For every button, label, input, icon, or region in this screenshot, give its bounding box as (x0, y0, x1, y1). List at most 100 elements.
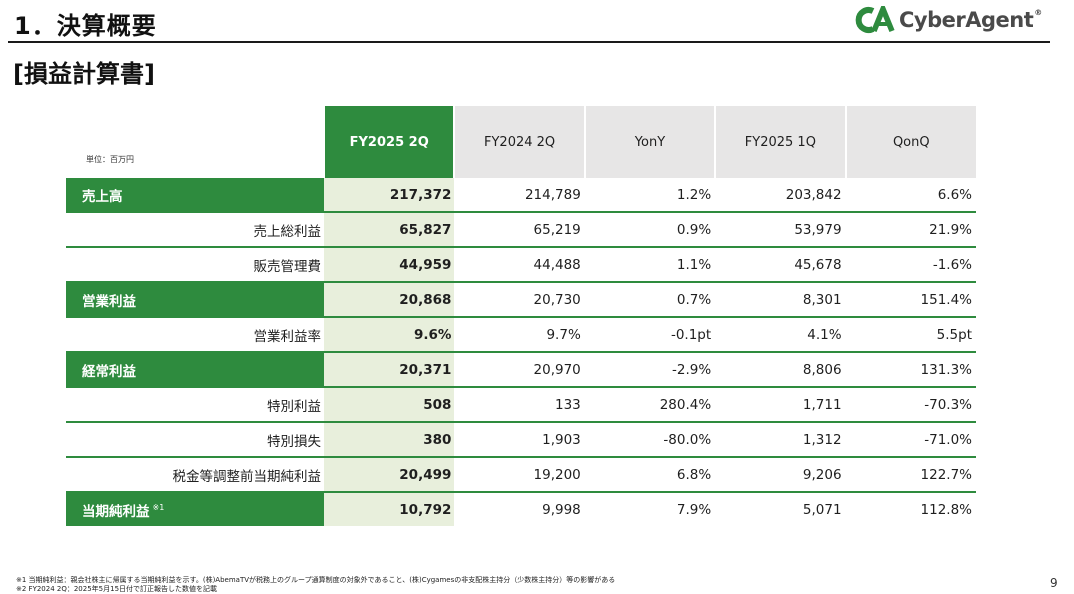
row-label: 営業利益率 (66, 317, 324, 353)
row-label: 税金等調整前当期純利益 (66, 457, 324, 493)
row-label: 特別損失 (66, 422, 324, 458)
cell-current: 44,959 (324, 247, 455, 283)
table-cell: 9,998 (542, 501, 581, 518)
row-label: 特別利益 (66, 387, 324, 423)
table-row: 経常利益 20,371 20,970 -2.9% 8,806 131.3% (66, 352, 976, 388)
row-label-text: 営業利益率 (253, 328, 322, 345)
cell-current: 20,868 (324, 282, 455, 318)
cell-current: 508 (324, 387, 455, 423)
title-divider (8, 41, 1050, 43)
row-label: 販売管理費 (66, 247, 324, 283)
table-cell: -0.1pt (584, 317, 716, 353)
row-label-text: 販売管理費 (253, 258, 322, 275)
footnote: ※1 当期純利益：親会社株主に帰属する当期純利益を示す。(株)AbemaTVが税… (16, 576, 616, 584)
table-row: 営業利益率 9.6% 9.7% -0.1pt 4.1% 5.5pt (66, 317, 976, 353)
row-label: 営業利益 (66, 282, 324, 318)
unit-label: 単位：百万円 (66, 106, 324, 178)
row-label-text: 税金等調整前当期純利益 (172, 468, 322, 485)
table-cell: 45,678 (715, 247, 846, 283)
table-cell: 9,206 (715, 457, 846, 493)
table-cell: 20,730 (454, 282, 585, 318)
section-subtitle: [損益計算書] (13, 60, 155, 88)
row-label-text: 当期純利益 (82, 503, 150, 520)
column-header: FY2025 1Q (714, 106, 846, 178)
row-label: 売上高 (66, 178, 324, 213)
table-cell: -70.3% (845, 387, 976, 423)
footnote: ※2 FY2024 2Q：2025年5月15日付で訂正報告した数値を記載 (16, 585, 218, 593)
column-header: FY2024 2Q (453, 106, 585, 178)
column-header: QonQ (844, 106, 976, 178)
table-cell: 21.9% (845, 212, 976, 248)
table-cell: 133 (454, 387, 585, 423)
cyberagent-logo: CyberAgent® (855, 4, 1045, 36)
cell-current: 10,792 (324, 492, 455, 526)
table-cell: 44,488 (454, 247, 585, 283)
row-label-text: 売上総利益 (253, 223, 322, 240)
table-cell: 65,219 (454, 212, 585, 248)
table-cell: 5.5pt (845, 317, 976, 353)
column-header-current: FY2025 2Q (322, 106, 455, 178)
table-body: 売上高 217,372 214,789 1.2% 203,842 6.6% 売上総利益 65,… (66, 178, 976, 526)
table-row: 営業利益 20,868 20,730 0.7% 8,301 151.4% (66, 282, 976, 318)
table-cell: 280.4% (584, 387, 716, 423)
table-cell: 20,970 (454, 352, 585, 388)
row-label-text: 売上高 (82, 188, 123, 205)
table-row: 税金等調整前当期純利益 20,499 19,200 6.8% 9,206 122.7% (66, 457, 976, 493)
page-number: 9 (1050, 576, 1058, 590)
table-cell: 203,842 (715, 178, 846, 213)
table-cell: 6.8% (584, 457, 716, 493)
table-cell: 151.4% (845, 282, 976, 318)
table-row: 特別利益 508 133 280.4% 1,711 -70.3% (66, 387, 976, 423)
footnotes: ※1 当期純利益：親会社株主に帰属する当期純利益を示す。(株)AbemaTVが税… (16, 576, 615, 594)
table-cell: 0.7% (584, 282, 716, 318)
table-row: 当期純利益 ※1 10,792 9,998 7.9% 5,071 112.8% (66, 492, 976, 526)
logo-wordmark: CyberAgent® (899, 8, 1042, 32)
cell-current: 20,371 (324, 352, 455, 388)
table-cell: 122.7% (845, 457, 976, 493)
cell-current: 9.6% (324, 317, 455, 353)
table-cell: 1.2% (584, 178, 716, 213)
table-cell: 131.3% (845, 352, 976, 388)
row-label-text: 特別利益 (267, 398, 321, 415)
table-cell: -71.0% (845, 422, 976, 458)
table-row: 販売管理費 44,959 44,488 1.1% 45,678 -1.6% (66, 247, 976, 283)
table-cell: 1.1% (584, 247, 716, 283)
slide-title: 1．決算概要 (14, 12, 157, 40)
table-cell: -80.0% (584, 422, 716, 458)
table-cell: 112.8% (920, 501, 972, 518)
cell-current: 380 (324, 422, 455, 458)
cell-current: 217,372 (324, 178, 455, 213)
table-cell: 1,312 (715, 422, 846, 458)
table-cell: 4.1% (715, 317, 846, 353)
row-label-text: 営業利益 (82, 293, 136, 310)
table-cell: -1.6% (845, 247, 976, 283)
table-cell: 19,200 (454, 457, 585, 493)
footnote-marker: ※1 (152, 503, 165, 512)
table-cell: -2.9% (584, 352, 716, 388)
table-row: 売上総利益 65,827 65,219 0.9% 53,979 21.9% (66, 212, 976, 248)
table-cell: 53,979 (715, 212, 846, 248)
row-label: 当期純利益 ※1 (66, 492, 324, 526)
table-cell: 214,789 (454, 178, 585, 213)
column-header: YonY (583, 106, 716, 178)
row-label-text: 経常利益 (82, 363, 136, 380)
cyberagent-logo-icon (855, 6, 895, 33)
table-cell: 6.6% (845, 178, 976, 213)
table-cell: 8,806 (715, 352, 846, 388)
cell-current: 65,827 (324, 212, 455, 248)
table-cell: 1,711 (715, 387, 846, 423)
row-label: 売上総利益 (66, 212, 324, 248)
table-row: 売上高 217,372 214,789 1.2% 203,842 6.6% (66, 178, 976, 213)
table-cell: 0.9% (584, 212, 716, 248)
table-cell: 7.9% (676, 501, 712, 518)
table-cell: 8,301 (715, 282, 846, 318)
table-row: 特別損失 380 1,903 -80.0% 1,312 -71.0% (66, 422, 976, 458)
row-label-text: 特別損失 (267, 433, 321, 450)
cell-current: 20,499 (324, 457, 455, 493)
income-statement-table: 単位：百万円 FY2025 2Q FY2024 2Q YonY FY2025 1… (66, 106, 976, 526)
table-cell: 9.7% (454, 317, 585, 353)
table-cell: 1,903 (454, 422, 585, 458)
table-header-row: 単位：百万円 FY2025 2Q FY2024 2Q YonY FY2025 1… (66, 106, 976, 178)
row-label: 経常利益 (66, 352, 324, 388)
